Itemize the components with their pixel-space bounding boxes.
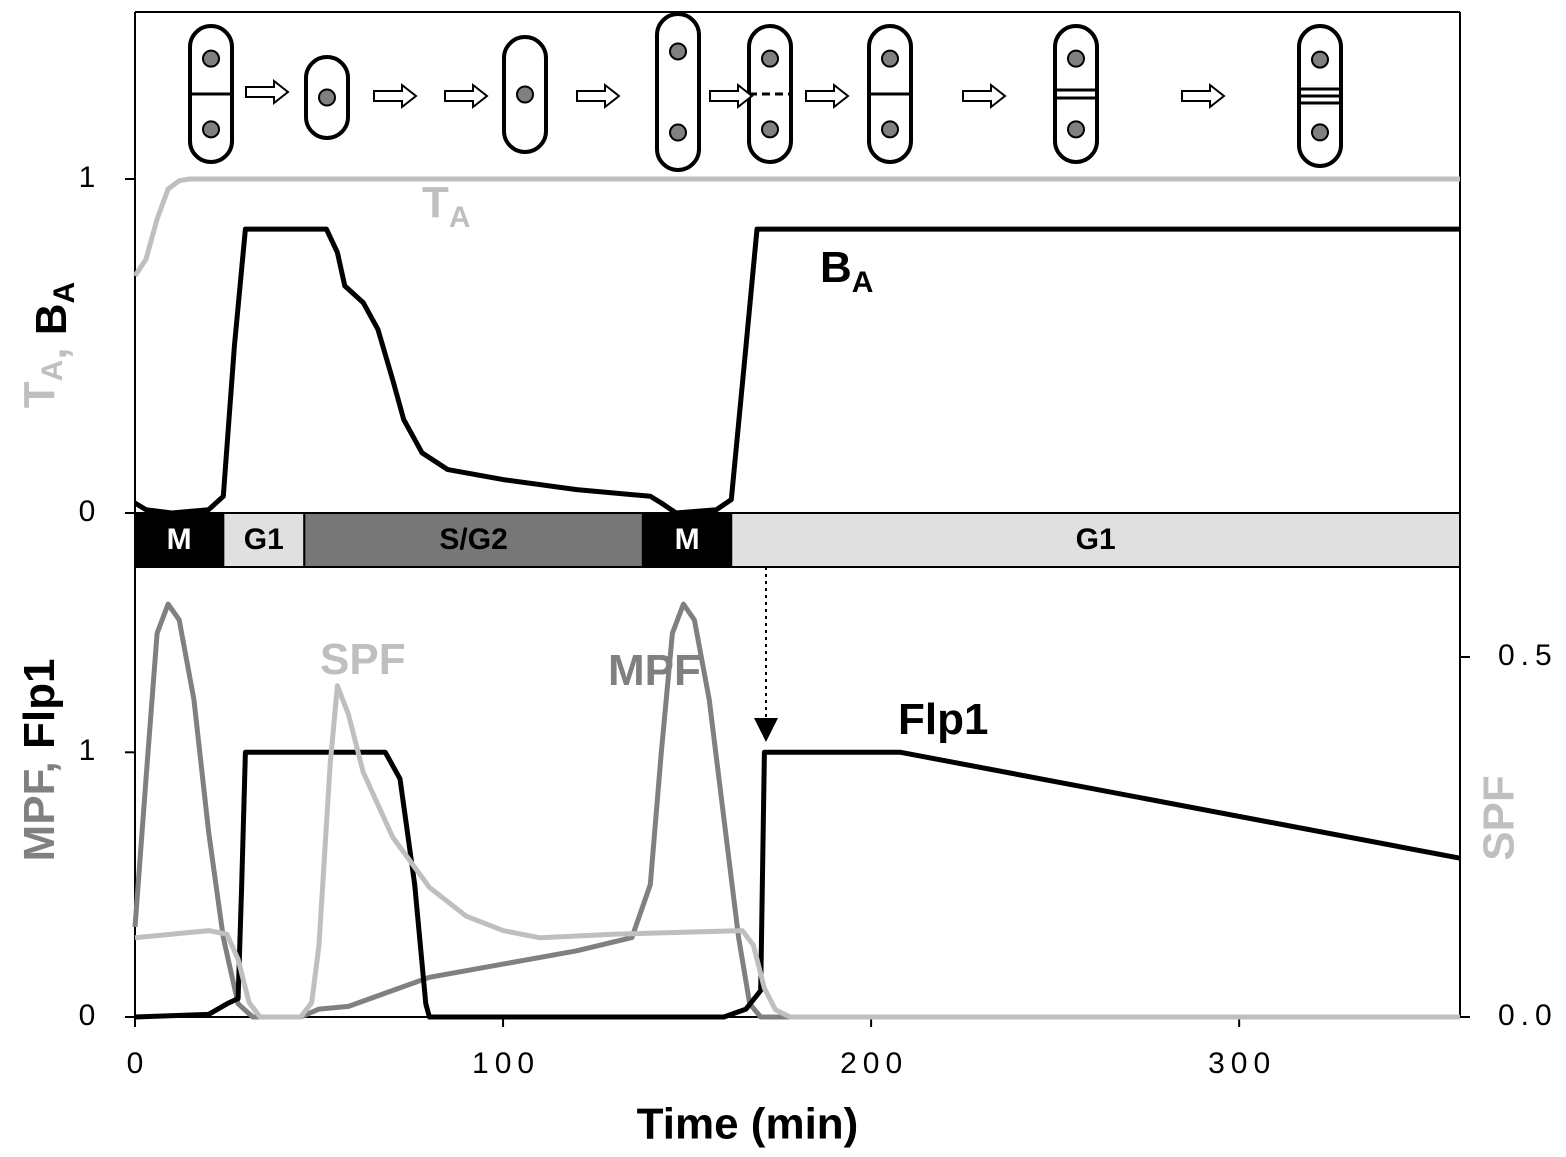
nucleus	[1311, 123, 1329, 142]
axis-title: TA, BA	[15, 282, 81, 408]
nucleus	[516, 85, 534, 104]
series-label: TA	[422, 178, 471, 234]
nucleus	[1067, 49, 1085, 68]
arrow-head	[754, 718, 778, 742]
x-tick-label: 200	[840, 1047, 908, 1080]
series-line	[132, 176, 1460, 278]
step-arrow	[373, 82, 418, 110]
y2-axis-title: SPF	[1475, 775, 1524, 861]
x-tick-label: 100	[472, 1047, 540, 1080]
y-tick-label: 0	[79, 999, 102, 1032]
series-name: T	[422, 178, 449, 227]
phase-label: M	[675, 523, 700, 556]
series-line	[132, 601, 1460, 1020]
series-subscript: A	[449, 201, 471, 234]
y-tick-label: 1	[79, 161, 102, 194]
series-label: MPF	[608, 646, 701, 695]
label-part: T	[15, 381, 64, 408]
y-tick-label: 0	[79, 495, 102, 528]
nucleus	[202, 120, 220, 139]
label-subscript: A	[48, 282, 81, 304]
x-tick-label: 0	[127, 1047, 150, 1080]
cell-cycle-icons	[188, 12, 1343, 172]
phase-bar	[303, 512, 644, 568]
x-axis-title: Time (min)	[637, 1100, 859, 1149]
step-arrow	[444, 82, 489, 110]
label-part: Flp1	[15, 659, 64, 749]
series-line	[134, 749, 1461, 1020]
y2-tick-label: 0.0	[1498, 999, 1558, 1032]
nucleus	[1311, 50, 1329, 69]
x-tick-label: 300	[1208, 1047, 1276, 1080]
step-arrow	[709, 82, 754, 110]
phase-label: M	[167, 523, 192, 556]
axis-title: MPF, Flp1	[15, 659, 64, 862]
phase-bar	[641, 512, 733, 568]
label-part: B	[27, 303, 76, 335]
series-subscript: A	[852, 266, 874, 299]
cell	[1053, 24, 1099, 164]
series-label: SPF	[320, 635, 406, 684]
y2-tick-label: 0.5	[1498, 639, 1558, 672]
nucleus	[761, 49, 779, 68]
series-label: BA	[820, 243, 873, 299]
y-tick-label: 1	[79, 734, 102, 767]
nucleus	[318, 88, 336, 107]
series-name: B	[820, 243, 852, 292]
nucleus	[1067, 120, 1085, 139]
series-line	[134, 683, 1460, 1020]
step-arrow	[1181, 82, 1226, 110]
step-arrow	[576, 82, 621, 110]
cell	[655, 12, 701, 172]
phase-label: S/G2	[439, 523, 507, 556]
nucleus	[669, 42, 687, 61]
label-subscript: A	[36, 360, 69, 382]
phase-label: G1	[1076, 523, 1116, 556]
phase-bar	[134, 512, 225, 568]
label-part: ,	[27, 335, 76, 359]
nucleus	[669, 123, 687, 142]
phase-label: G1	[244, 523, 284, 556]
step-arrow	[245, 78, 290, 106]
label-part: MPF,	[15, 749, 64, 861]
nucleus	[881, 120, 899, 139]
series-label: Flp1	[898, 695, 988, 744]
phase-bar	[222, 512, 306, 568]
nucleus	[881, 49, 899, 68]
series-name: MPF	[608, 646, 701, 695]
nucleus	[761, 120, 779, 139]
step-arrow	[962, 82, 1007, 110]
nucleus	[202, 49, 220, 68]
phase-bar	[730, 512, 1461, 568]
step-arrow	[805, 82, 850, 110]
series-name: Flp1	[898, 695, 988, 744]
series-name: SPF	[320, 635, 406, 684]
series-line	[133, 226, 1460, 516]
